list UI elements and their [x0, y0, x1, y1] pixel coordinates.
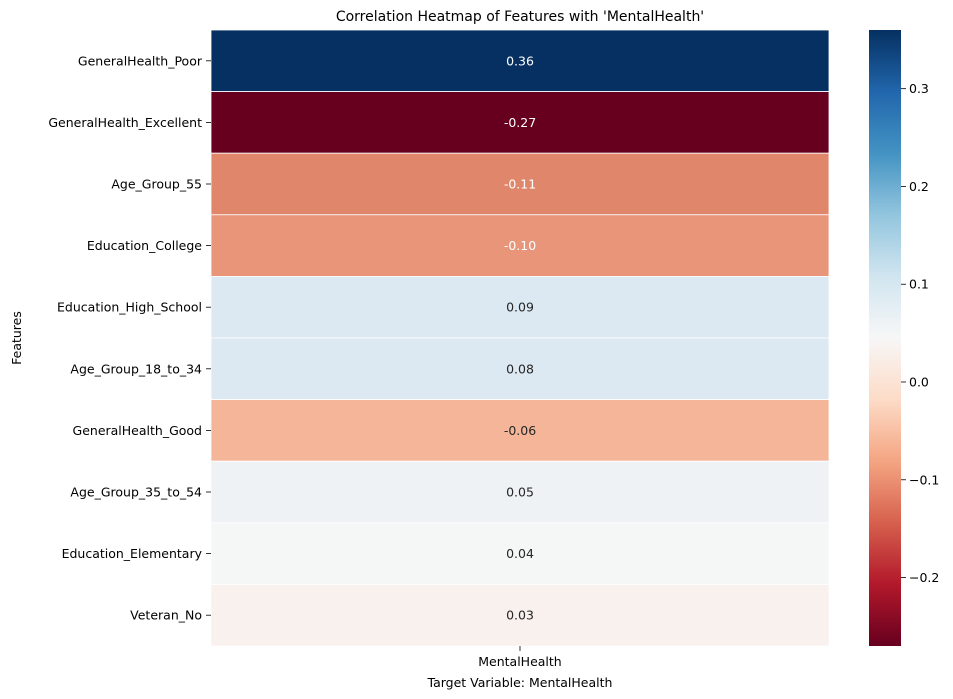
row-label: GeneralHealth_Good: [73, 423, 202, 438]
cell-value-label: -0.11: [504, 177, 536, 192]
cell-value-label: 0.04: [506, 546, 534, 561]
colorbar-tick-label: −0.1: [909, 472, 939, 487]
heatmap-cell: [210, 275, 830, 339]
cell-value-label: -0.06: [504, 423, 536, 438]
heatmap-cell: [210, 214, 830, 277]
cell-value-label: 0.36: [506, 53, 534, 68]
colorbar-tick-label: 0.0: [909, 375, 929, 390]
cell-value-label: 0.03: [506, 608, 534, 623]
row-labels: GeneralHealth_Poor GeneralHealth_Excellen…: [48, 53, 211, 623]
row-label: Age_Group_55: [111, 177, 202, 192]
heatmap-cell: [210, 29, 830, 92]
x-axis-label: Target Variable: MentalHealth: [427, 675, 613, 690]
row-label: GeneralHealth_Poor: [78, 53, 203, 68]
heatmap-cell: [210, 152, 830, 216]
cell-value-label: -0.27: [504, 115, 536, 130]
chart-title: Correlation Heatmap of Features with 'Me…: [336, 9, 704, 25]
heatmap-cells: [210, 29, 830, 647]
colorbar-tick-label: 0.3: [909, 81, 929, 96]
row-label: Age_Group_18_to_34: [70, 361, 202, 376]
colorbar-tick-label: 0.1: [909, 277, 929, 292]
heatmap-cell: [210, 460, 830, 524]
colorbar-ticks: 0.3 0.2 0.1 0.0 −0.1 −0.2: [901, 81, 939, 585]
y-axis-label: Features: [9, 311, 24, 365]
row-label: Education_Elementary: [62, 546, 203, 561]
row-label: Education_College: [87, 238, 202, 253]
row-label: GeneralHealth_Excellent: [48, 115, 202, 130]
row-label: Veteran_No: [130, 608, 202, 623]
colorbar: [869, 30, 901, 646]
heatmap-cell: [210, 584, 830, 647]
cell-value-label: -0.10: [504, 238, 536, 253]
cell-value-label: 0.08: [506, 361, 534, 376]
heatmap-cell: [210, 337, 830, 400]
cell-value-label: 0.05: [506, 485, 534, 500]
x-tick-label: MentalHealth: [478, 654, 561, 669]
colorbar-tick-label: 0.2: [909, 179, 929, 194]
row-label: Age_Group_35_to_54: [70, 485, 202, 500]
heatmap-cell: [210, 91, 830, 154]
colorbar-tick-label: −0.2: [909, 570, 939, 585]
row-label: Education_High_School: [57, 300, 202, 315]
cell-value-label: 0.09: [506, 300, 534, 315]
cell-annotations: 0.36 -0.27 -0.11 -0.10 0.09 0.08 -0.06 0.05 0.04…: [504, 53, 536, 622]
